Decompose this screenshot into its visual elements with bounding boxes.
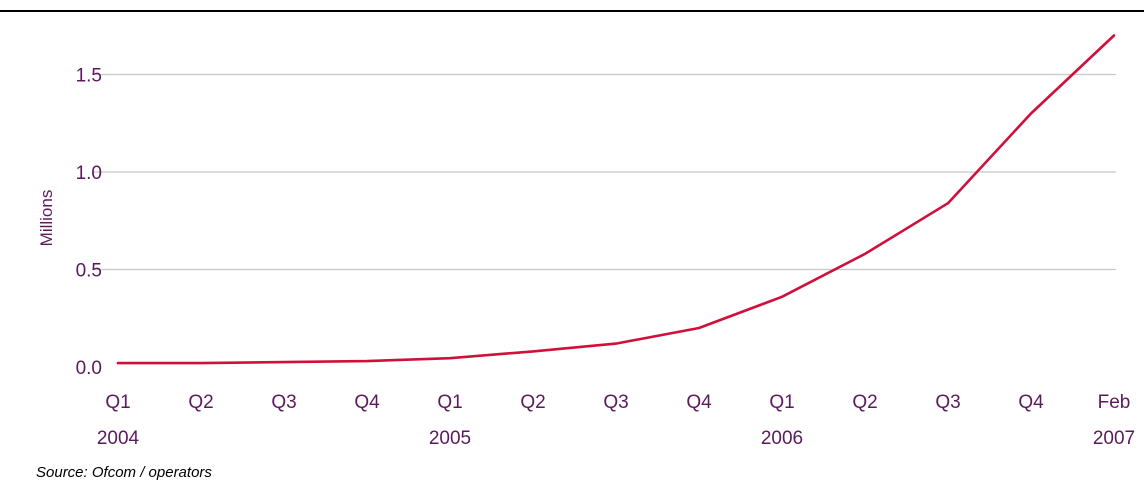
x-tick-label: Q2 <box>520 392 545 413</box>
x-tick-label: Q2 <box>852 392 877 413</box>
series-line <box>116 34 1116 365</box>
x-tick-label: Q2 <box>188 392 213 413</box>
series-layer <box>116 34 1116 365</box>
x-tick-label: Q1 <box>437 392 462 413</box>
x-tick-label: Q1 <box>769 392 794 413</box>
x-tick-year-label: 2004 <box>97 428 140 449</box>
line-chart: 0.0 0.5 1.0 1.5 Q1 2004 Q2 Q3 Q4 Q1 2005 Q2 Q3 Q4 Q1 2… <box>37 34 1135 449</box>
x-axis-ticks: Q1 2004 Q2 Q3 Q4 Q1 2005 Q2 Q3 Q4 Q1 2006 Q2 Q3 Q4 Feb 2… <box>97 392 1135 449</box>
y-tick-label: 0.0 <box>76 358 102 379</box>
y-tick-label: 1.0 <box>76 163 102 184</box>
x-tick-label: Q1 <box>105 392 130 413</box>
x-tick-label: Feb <box>1098 392 1131 413</box>
x-tick-label: Q3 <box>603 392 628 413</box>
x-tick-year-label: 2006 <box>761 428 803 449</box>
x-tick-year-label: 2007 <box>1093 428 1135 449</box>
y-tick-label: 1.5 <box>76 66 102 87</box>
x-tick-label: Q4 <box>1018 392 1044 413</box>
y-axis-ticks: 0.0 0.5 1.0 1.5 <box>76 66 102 380</box>
gridlines <box>92 73 1116 271</box>
y-tick-label: 0.5 <box>76 261 102 282</box>
top-divider <box>0 10 1144 12</box>
x-tick-year-label: 2005 <box>429 428 471 449</box>
y-axis-label: Millions <box>37 190 56 247</box>
x-tick-label: Q3 <box>935 392 960 413</box>
x-tick-label: Q4 <box>354 392 380 413</box>
x-tick-label: Q3 <box>271 392 296 413</box>
x-tick-label: Q4 <box>686 392 712 413</box>
source-note: Source: Ofcom / operators <box>36 464 212 481</box>
